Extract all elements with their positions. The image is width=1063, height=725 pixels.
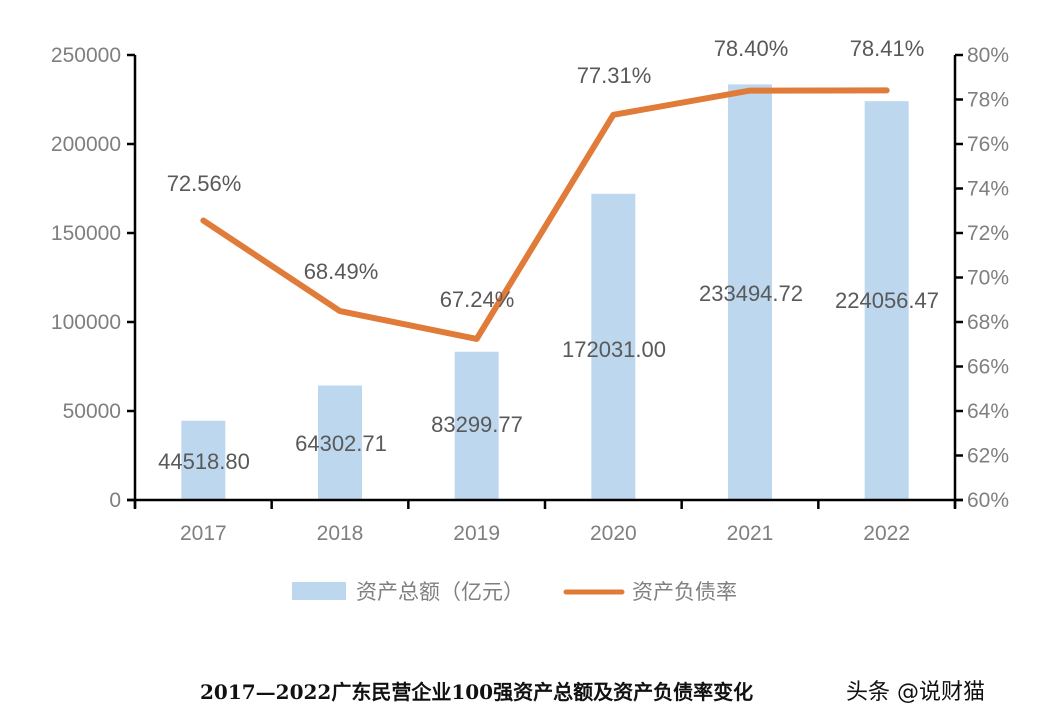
right-tick-label: 62%	[967, 445, 1009, 468]
x-tick-label: 2017	[180, 522, 227, 545]
left-tick-label: 0	[109, 489, 121, 512]
bar-value-label: 233494.72	[699, 281, 803, 306]
figure-caption: 2017—2022广东民营企业100强资产总额及资产负债率变化	[200, 680, 754, 704]
line-value-label: 67.24%	[440, 287, 515, 312]
right-axis-ticks: 60% 62% 64% 66% 68% 70% 72% 74% 76% 78% 80%	[967, 44, 1009, 512]
right-tick-label: 72%	[967, 222, 1009, 245]
bar-2022	[864, 101, 909, 501]
watermark: 头条 @说财猫	[846, 680, 985, 705]
line-value-label: 72.56%	[167, 171, 242, 196]
legend-bar-label: 资产总额（亿元）	[356, 581, 524, 604]
debt-ratio-polyline	[200, 87, 890, 342]
bar-2021	[728, 84, 772, 501]
line-value-label: 68.49%	[304, 259, 379, 284]
x-tick-label: 2022	[863, 522, 910, 545]
left-axis-ticks: 0 50000 100000 150000 200000 250000	[51, 44, 121, 512]
asset-bars	[181, 84, 909, 501]
legend: 资产总额（亿元） 资产负债率	[292, 581, 737, 604]
bar-2018	[318, 385, 362, 500]
bar-value-label: 172031.00	[562, 337, 666, 362]
bar-data-labels: 44518.80 64302.71 83299.77 172031.00 233494.…	[158, 281, 939, 474]
x-tick-label: 2021	[727, 522, 774, 545]
line-value-label: 78.41%	[850, 36, 925, 61]
bar-value-label: 64302.71	[295, 431, 387, 456]
right-tick-label: 74%	[967, 178, 1009, 201]
legend-bar-swatch	[292, 582, 346, 600]
right-tick-label: 76%	[967, 133, 1009, 156]
bar-2020	[591, 193, 636, 500]
bar-2019	[454, 351, 499, 500]
right-tick-label: 80%	[967, 44, 1009, 67]
x-axis-ticks: 2017 2018 2019 2020 2021 2022	[180, 522, 910, 545]
bar-value-label: 224056.47	[835, 288, 939, 313]
right-tick-label: 78%	[967, 89, 1009, 112]
axes	[127, 53, 963, 509]
left-tick-label: 250000	[51, 44, 121, 67]
combo-chart: 0 50000 100000 150000 200000 250000 60% 62% 64%…	[51, 36, 1009, 604]
line-value-label: 77.31%	[577, 63, 652, 88]
line-data-labels: 72.56% 68.49% 67.24% 77.31% 78.40% 78.41%	[167, 36, 925, 312]
right-tick-label: 68%	[967, 311, 1009, 334]
x-tick-label: 2020	[590, 522, 637, 545]
x-tick-label: 2018	[317, 522, 364, 545]
left-tick-label: 150000	[51, 222, 121, 245]
right-tick-label: 66%	[967, 356, 1009, 379]
line-value-label: 78.40%	[714, 36, 789, 61]
right-tick-label: 64%	[967, 400, 1009, 423]
left-tick-label: 200000	[51, 133, 121, 156]
legend-line-label: 资产负债率	[632, 581, 737, 604]
right-tick-label: 70%	[967, 267, 1009, 290]
bar-value-label: 83299.77	[431, 412, 523, 437]
right-tick-label: 60%	[967, 489, 1009, 512]
bar-value-label: 44518.80	[158, 449, 250, 474]
bar-2017	[181, 420, 226, 500]
left-tick-label: 50000	[63, 400, 121, 423]
x-tick-label: 2019	[453, 522, 500, 545]
left-tick-label: 100000	[51, 311, 121, 334]
debt-ratio-line	[200, 87, 890, 342]
